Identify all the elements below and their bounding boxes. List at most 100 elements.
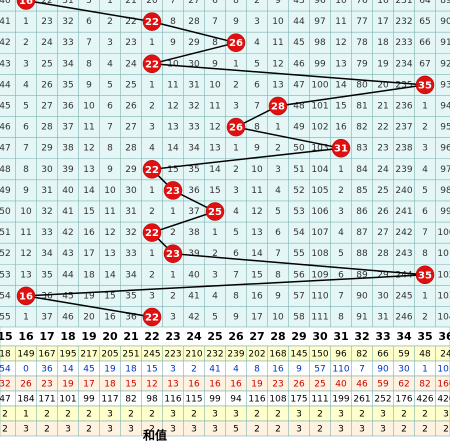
cell: 8 [422, 249, 428, 259]
hit-number: 22 [145, 165, 159, 176]
cell: 35 [125, 291, 136, 301]
cell: 7 [23, 144, 29, 154]
column-header: 31 [333, 330, 348, 343]
cell: 56 [293, 270, 305, 280]
cell: 78 [356, 38, 368, 48]
stat-cell: 252 [374, 395, 391, 405]
column-header: 32 [354, 330, 369, 343]
cell: 13 [83, 165, 94, 175]
hit-ball [142, 12, 162, 31]
cell: 35 [41, 270, 52, 280]
cell: 2 [233, 165, 239, 175]
hit-number: 35 [418, 270, 432, 281]
cell: 97 [440, 165, 450, 175]
stat-cell: 46 [356, 380, 368, 390]
cell: 24 [41, 38, 53, 48]
cell: 47 [0, 144, 11, 154]
trend-line [25, 0, 426, 318]
column-header: 28 [270, 330, 285, 343]
cell: 8 [212, 38, 218, 48]
cell: 3 [170, 313, 176, 323]
stat-cell: 3 [233, 410, 239, 420]
stat-cell: 2 [149, 425, 155, 435]
stat-cell: 3 [380, 410, 386, 420]
cell: 4 [254, 38, 260, 48]
cell: 4 [212, 291, 218, 301]
cell: 2 [149, 207, 155, 217]
cell: 4 [107, 59, 113, 69]
stat-cell: 199 [332, 395, 349, 405]
stat-cell: 3 [338, 410, 344, 420]
cell: 13 [20, 270, 31, 280]
cell: 54 [0, 291, 11, 301]
cell: 44 [62, 270, 74, 280]
cell: 14 [167, 144, 179, 154]
cell: 4 [149, 144, 155, 154]
cell: 15 [335, 102, 346, 112]
stat-cell: 2 [44, 425, 50, 435]
column-header: 29 [291, 330, 306, 343]
cell: 36 [125, 313, 137, 323]
cell: 89 [356, 270, 368, 280]
cell: 80 [356, 80, 368, 90]
stat-cell: 3 [212, 425, 218, 435]
column-header: 21 [123, 330, 138, 343]
cell: 14 [104, 270, 116, 280]
cell: 43 [293, 0, 304, 6]
cell: 13 [209, 144, 220, 154]
hit-number: 22 [145, 313, 159, 324]
stat-cell: 18 [104, 380, 116, 390]
cell: 41 [62, 207, 73, 217]
cell: 8 [86, 59, 92, 69]
hit-ball [331, 138, 351, 158]
cell: 6 [254, 80, 260, 90]
cell: 93 [440, 80, 450, 90]
cell: 238 [395, 144, 412, 154]
stat-cell: 223 [164, 350, 181, 360]
cell: 235 [395, 80, 412, 90]
stat-cell: 48 [419, 350, 431, 360]
cell: 245 [395, 291, 412, 301]
stat-cell: 3 [170, 425, 176, 435]
cell: 232 [395, 17, 412, 27]
cell: 13 [335, 59, 346, 69]
stat-cell: 30 [398, 365, 410, 375]
cell: 10 [83, 102, 95, 112]
stat-cell: 160 [437, 380, 450, 390]
cell: 15 [167, 165, 178, 175]
cell: 30 [188, 59, 200, 69]
cell: 5 [338, 249, 344, 259]
stat-cell: 98 [146, 395, 158, 405]
cell: 95 [440, 123, 450, 133]
cell: 31 [41, 186, 52, 196]
cell: 2 [422, 313, 428, 323]
cell: 9 [254, 144, 260, 154]
cell: 13 [272, 80, 283, 90]
cell: 49 [0, 186, 11, 196]
column-header: 22 [144, 330, 159, 343]
cell: 237 [395, 123, 412, 133]
cell: 40 [188, 270, 200, 280]
cell: 44 [293, 17, 305, 27]
hit-number: 31 [334, 144, 348, 155]
stat-cell: 3 [170, 365, 176, 375]
cell: 84 [356, 165, 368, 175]
cell: 5 [212, 313, 218, 323]
stat-cell: 23 [41, 380, 52, 390]
stat-cell: 4 [233, 365, 239, 375]
cell: 5 [86, 0, 92, 6]
stat-cell: 217 [80, 350, 97, 360]
cell: 96 [440, 144, 450, 154]
cell: 90 [440, 17, 450, 27]
cell: 10 [104, 186, 116, 196]
cell: 8 [107, 144, 113, 154]
hit-number: 22 [145, 228, 159, 239]
cell: 12 [209, 123, 220, 133]
cell: 1 [338, 165, 344, 175]
stat-cell: 2 [254, 410, 260, 420]
cell: 13 [167, 123, 178, 133]
cell: 27 [125, 123, 136, 133]
stat-cell: 3 [338, 425, 344, 435]
cell: 239 [395, 165, 412, 175]
